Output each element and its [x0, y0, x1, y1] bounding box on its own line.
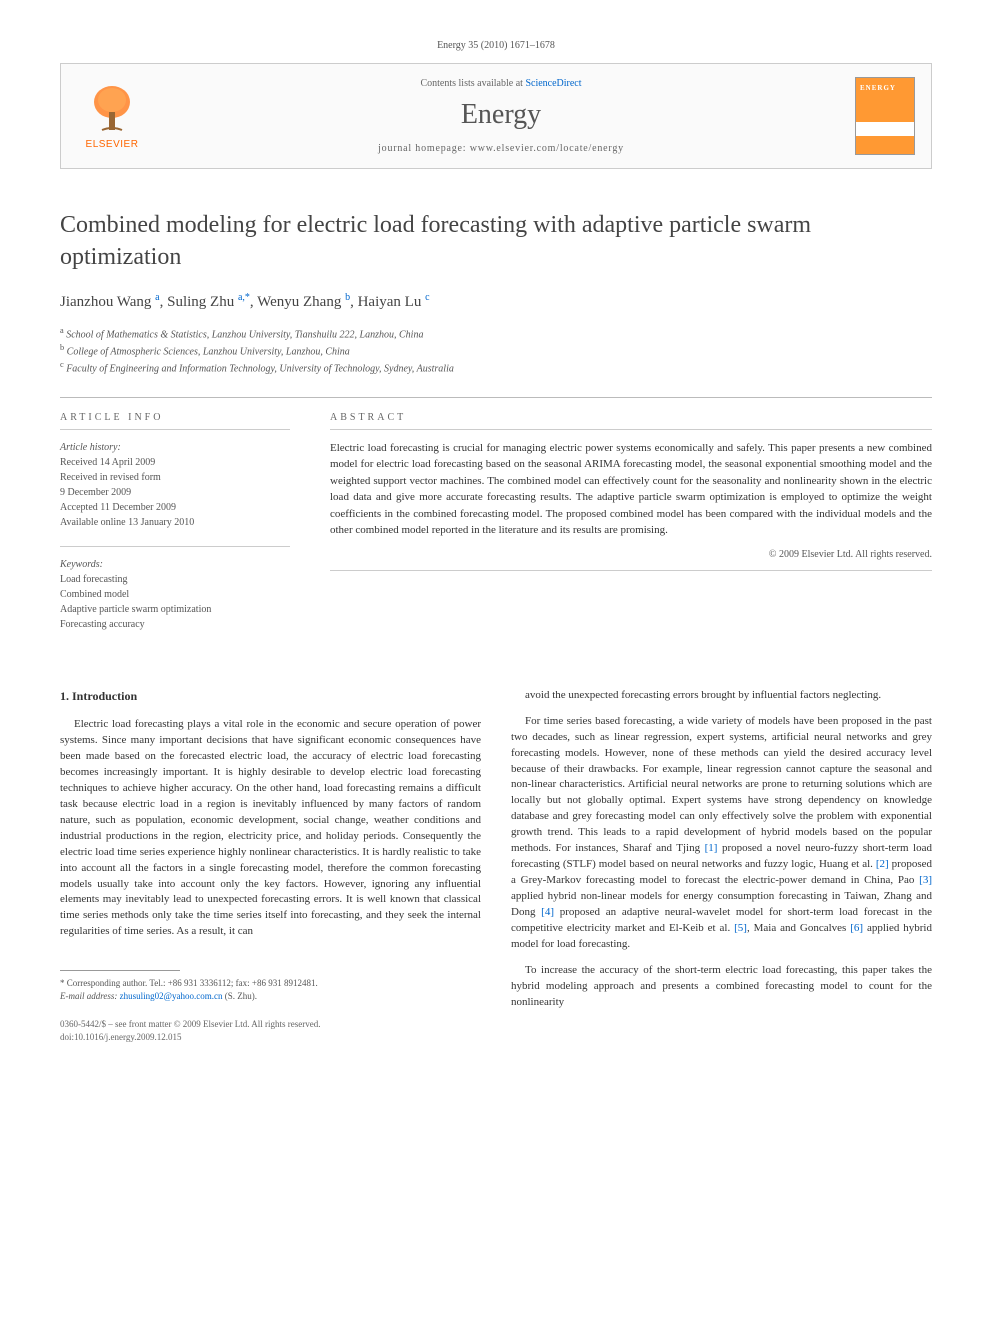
citation-link[interactable]: [6] — [850, 922, 863, 934]
corresponding-email-link[interactable]: zhusuling02@yahoo.com.cn — [120, 991, 223, 1001]
journal-header-box: ELSEVIER Contents lists available at Sci… — [60, 63, 932, 169]
article-info-heading: ARTICLE INFO — [60, 412, 290, 423]
article-history-block: Article history: Received 14 April 2009R… — [60, 440, 290, 530]
affiliations-block: a School of Mathematics & Statistics, La… — [60, 325, 932, 377]
front-matter-line: 0360-5442/$ – see front matter © 2009 El… — [60, 1018, 481, 1043]
email-line: E-mail address: zhusuling02@yahoo.com.cn… — [60, 990, 481, 1003]
body-left-column: 1. Introduction Electric load forecastin… — [60, 688, 481, 1044]
article-title: Combined modeling for electric load fore… — [60, 209, 932, 274]
sciencedirect-link[interactable]: ScienceDirect — [525, 78, 581, 89]
abstract-bottom-divider — [330, 570, 932, 571]
journal-reference: Energy 35 (2010) 1671–1678 — [60, 40, 932, 51]
contents-prefix: Contents lists available at — [420, 78, 525, 89]
body-paragraph: Electric load forecasting plays a vital … — [60, 717, 481, 940]
elsevier-tree-icon — [87, 82, 137, 137]
history-label: Article history: — [60, 442, 121, 453]
authors-line: Jianzhou Wang a, Suling Zhu a,*, Wenyu Z… — [60, 292, 932, 311]
citation-link[interactable]: [5] — [734, 922, 747, 934]
keywords-label: Keywords: — [60, 559, 103, 570]
email-suffix: (S. Zhu). — [222, 991, 257, 1001]
info-divider — [60, 546, 290, 547]
corresponding-author-footnote: * Corresponding author. Tel.: +86 931 33… — [60, 977, 481, 1002]
info-divider — [60, 429, 290, 430]
citation-link[interactable]: [2] — [876, 858, 889, 870]
citation-link[interactable]: [4] — [541, 906, 554, 918]
footnote-divider — [60, 970, 180, 971]
body-paragraph: For time series based forecasting, a wid… — [511, 714, 932, 953]
header-center: Contents lists available at ScienceDirec… — [147, 78, 855, 154]
front-matter-text: 0360-5442/$ – see front matter © 2009 El… — [60, 1019, 321, 1029]
corresponding-line: * Corresponding author. Tel.: +86 931 33… — [60, 977, 481, 990]
homepage-prefix: journal homepage: — [378, 143, 470, 154]
body-two-column: 1. Introduction Electric load forecastin… — [60, 688, 932, 1044]
cover-label: ENERGY — [860, 84, 896, 92]
keywords-block: Keywords: Load forecastingCombined model… — [60, 557, 290, 632]
journal-name: Energy — [147, 99, 855, 131]
section-1-heading: 1. Introduction — [60, 688, 481, 705]
doi-text: doi:10.1016/j.energy.2009.12.015 — [60, 1032, 182, 1042]
abstract-heading: ABSTRACT — [330, 412, 932, 423]
article-info-column: ARTICLE INFO Article history: Received 1… — [60, 412, 290, 648]
body-paragraph: To increase the accuracy of the short-te… — [511, 963, 932, 1011]
citation-link[interactable]: [1] — [705, 842, 718, 854]
section-divider — [60, 397, 932, 398]
abstract-column: ABSTRACT Electric load forecasting is cr… — [330, 412, 932, 648]
citation-link[interactable]: [3] — [919, 874, 932, 886]
email-label: E-mail address: — [60, 991, 120, 1001]
info-abstract-row: ARTICLE INFO Article history: Received 1… — [60, 412, 932, 648]
journal-cover-thumbnail[interactable]: ENERGY — [855, 77, 915, 155]
journal-homepage-line: journal homepage: www.elsevier.com/locat… — [147, 143, 855, 154]
abstract-copyright: © 2009 Elsevier Ltd. All rights reserved… — [330, 549, 932, 560]
elsevier-label: ELSEVIER — [86, 139, 139, 150]
body-right-column: avoid the unexpected forecasting errors … — [511, 688, 932, 1044]
abstract-text: Electric load forecasting is crucial for… — [330, 440, 932, 539]
elsevier-logo[interactable]: ELSEVIER — [77, 76, 147, 156]
body-paragraph: avoid the unexpected forecasting errors … — [511, 688, 932, 704]
homepage-url[interactable]: www.elsevier.com/locate/energy — [470, 143, 624, 154]
abstract-divider — [330, 429, 932, 430]
cover-band — [856, 122, 914, 136]
contents-available-line: Contents lists available at ScienceDirec… — [147, 78, 855, 89]
